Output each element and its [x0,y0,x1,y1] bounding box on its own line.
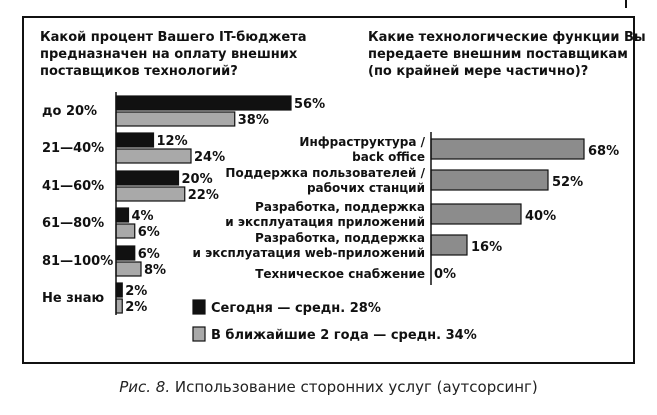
right-bar [430,169,549,191]
left-category-label: 41—60% [42,179,104,194]
left-category-label: 61—80% [42,216,104,231]
left-category-label: Не знаю [42,291,105,306]
left-chart-title: Какой процент Вашего IT-бюджета предназн… [40,30,307,79]
right-bar-value-label: 16% [471,240,502,255]
figure-caption: Рис. 8. Использование сторонних услуг (а… [0,378,657,396]
right-bar-value-label: 40% [525,209,556,224]
left-category-label: 81—100% [42,254,113,269]
left-category-label: 21—40% [42,141,104,156]
right-bar [430,138,585,160]
bar-future [115,223,136,239]
right-bar-value-label: 0% [434,267,456,282]
right-category-label: Поддержка пользователей / [225,166,425,180]
bar-future [115,298,123,314]
bar-today-value-label: 4% [132,209,154,224]
right-category-label: Разработка, поддержка [255,200,425,214]
right-category-label: back office [352,150,425,164]
legend-swatch-today [192,299,206,315]
bar-today [115,95,292,111]
bar-today [115,207,130,223]
bar-future-value-label: 38% [238,113,269,128]
right-category-label: и эксплуатация приложений [225,215,425,229]
figure-frame [22,16,635,364]
left-category-label: до 20% [42,104,97,119]
bar-future [115,148,192,164]
right-category-label: Разработка, поддержка [255,231,425,245]
bar-today-value-label: 56% [294,97,325,112]
bar-today [115,245,136,261]
bar-future [115,261,142,277]
legend-label-future: В ближайшие 2 года — средн. 34% [211,328,477,343]
right-category-label: Техническое снабжение [255,267,425,281]
bar-future [115,186,186,202]
right-category-label: рабочих станций [307,181,425,195]
bar-future-value-label: 6% [138,225,160,240]
bar-today-value-label: 20% [182,172,213,187]
right-bar-value-label: 68% [588,144,619,159]
bar-future-value-label: 2% [125,300,147,315]
right-bar [430,234,468,256]
bar-today [115,132,155,148]
bar-today [115,170,180,186]
bar-today [115,282,123,298]
bar-today-value-label: 12% [157,134,188,149]
right-chart-title: Какие технологические функции Вы передае… [368,30,646,79]
bar-future [115,111,236,127]
caption-prefix: Рис. 8. [119,378,171,396]
caption-text: Использование сторонних услуг (аутсорсин… [170,378,538,396]
right-bar [430,203,522,225]
right-category-label: и эксплуатация web-приложений [193,246,426,260]
bar-today-value-label: 6% [138,247,160,262]
legend-label-today: Сегодня — средн. 28% [211,301,381,316]
legend-swatch-future [192,326,206,342]
bar-today-value-label: 2% [125,284,147,299]
bar-future-value-label: 22% [188,188,219,203]
corner-tick [625,0,627,8]
right-category-label: Инфраструктура / [299,135,425,149]
bar-future-value-label: 8% [144,263,166,278]
right-bar-value-label: 52% [552,175,583,190]
bar-future-value-label: 24% [194,150,225,165]
